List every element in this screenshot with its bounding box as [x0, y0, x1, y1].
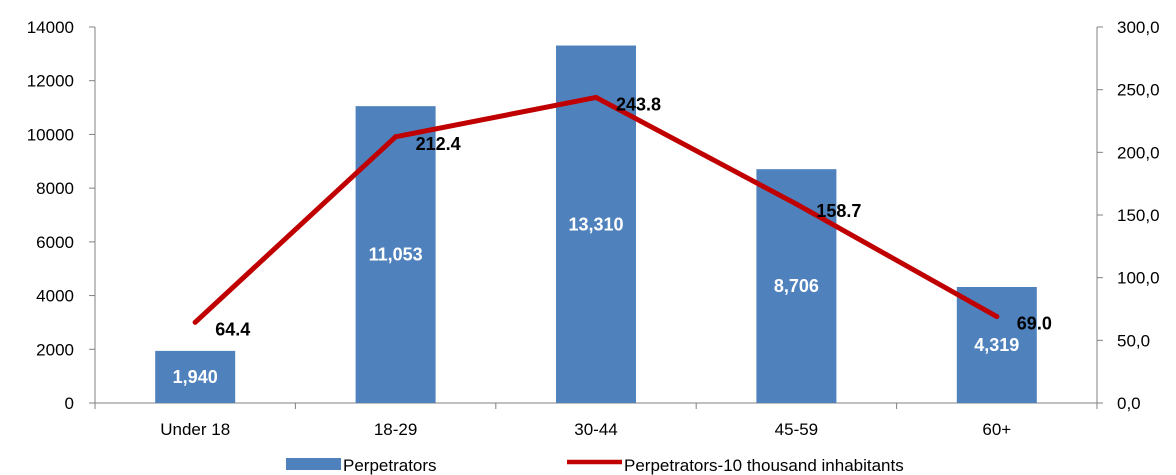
right-y-tick-label: 250,0	[1117, 81, 1160, 100]
line-series	[192, 94, 1000, 325]
right-y-tick-label: 200,0	[1117, 143, 1160, 162]
line-value-label: 212.4	[416, 134, 461, 154]
line-point	[593, 94, 599, 100]
left-y-tick-label: 2000	[36, 340, 74, 359]
line-value-label: 64.4	[215, 319, 250, 339]
line-point	[994, 314, 1000, 320]
bar	[756, 169, 837, 403]
line-value-label: 243.8	[616, 94, 661, 114]
right-y-tick-label: 0,0	[1117, 394, 1141, 413]
right-y-tick-label: 300,0	[1117, 18, 1160, 37]
legend: Perpetrators Perpetrators-10 thousand in…	[286, 456, 904, 475]
left-y-tick-label: 4000	[36, 287, 74, 306]
bar-value-label: 8,706	[774, 276, 819, 296]
bar	[355, 106, 436, 403]
line-value-label: 158.7	[816, 201, 861, 221]
x-category-label: 60+	[982, 420, 1011, 439]
x-category-label: Under 18	[160, 420, 230, 439]
left-y-tick-label: 6000	[36, 233, 74, 252]
x-category-label: 18-29	[374, 420, 417, 439]
left-y-tick-label: 10000	[27, 125, 74, 144]
bar	[956, 287, 1037, 403]
data-labels: 1,940 11,053 13,310 8,706 4,319 64.4 212.4 243.…	[173, 94, 1052, 387]
bar-value-label: 11,053	[369, 245, 423, 265]
right-y-tick-label: 50,0	[1117, 331, 1150, 350]
line-point	[192, 319, 198, 325]
bar-value-label: 13,310	[568, 214, 623, 234]
legend-line-label: Perpetrators-10 thousand inhabitants	[624, 456, 904, 475]
bar	[155, 350, 236, 403]
line-value-label: 69.0	[1017, 314, 1052, 334]
bar-series	[155, 45, 1037, 403]
bar-value-label: 1,940	[173, 367, 218, 387]
right-y-tick-label: 100,0	[1117, 269, 1160, 288]
left-y-tick-label: 0	[65, 394, 74, 413]
legend-bar-swatch	[286, 458, 341, 470]
legend-bar-label: Perpetrators	[343, 456, 437, 475]
left-y-tick-label: 14000	[27, 18, 74, 37]
right-y-tick-label: 150,0	[1117, 206, 1160, 225]
left-y-tick-label: 8000	[36, 179, 74, 198]
bar-value-label: 4,319	[974, 335, 1019, 355]
axes-group: 0 2000 4000 6000 8000 10000 12000 14000 0,0 50,0 1…	[27, 18, 1160, 439]
x-category-label: 45-59	[775, 420, 818, 439]
x-category-label: 30-44	[574, 420, 617, 439]
left-y-tick-label: 12000	[27, 72, 74, 91]
line-point	[793, 201, 799, 207]
line-point	[393, 134, 399, 140]
